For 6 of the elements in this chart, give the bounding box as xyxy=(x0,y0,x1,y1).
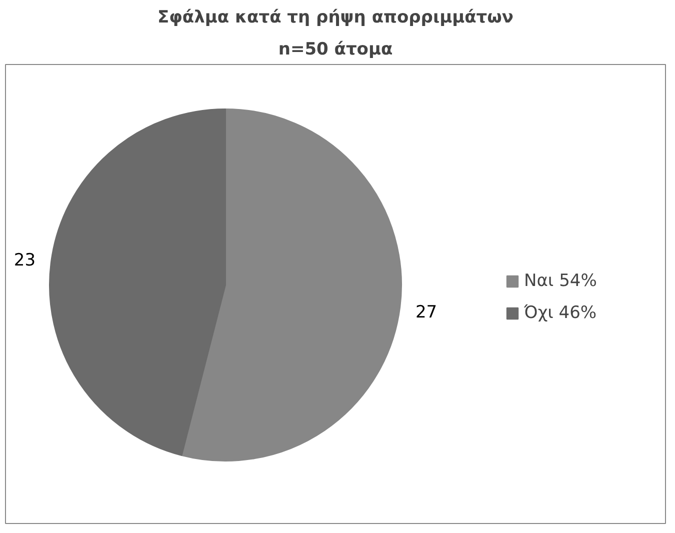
data-label: 27 xyxy=(415,302,438,322)
legend-label: Όχι 46% xyxy=(524,303,597,323)
data-label: 23 xyxy=(14,250,36,270)
chart-subtitle: n=50 άτομα xyxy=(278,40,393,60)
chart-title: Σφάλμα κατά τη ρήψη απορριμμάτων xyxy=(158,8,514,28)
legend-label: Ναι 54% xyxy=(524,271,597,291)
